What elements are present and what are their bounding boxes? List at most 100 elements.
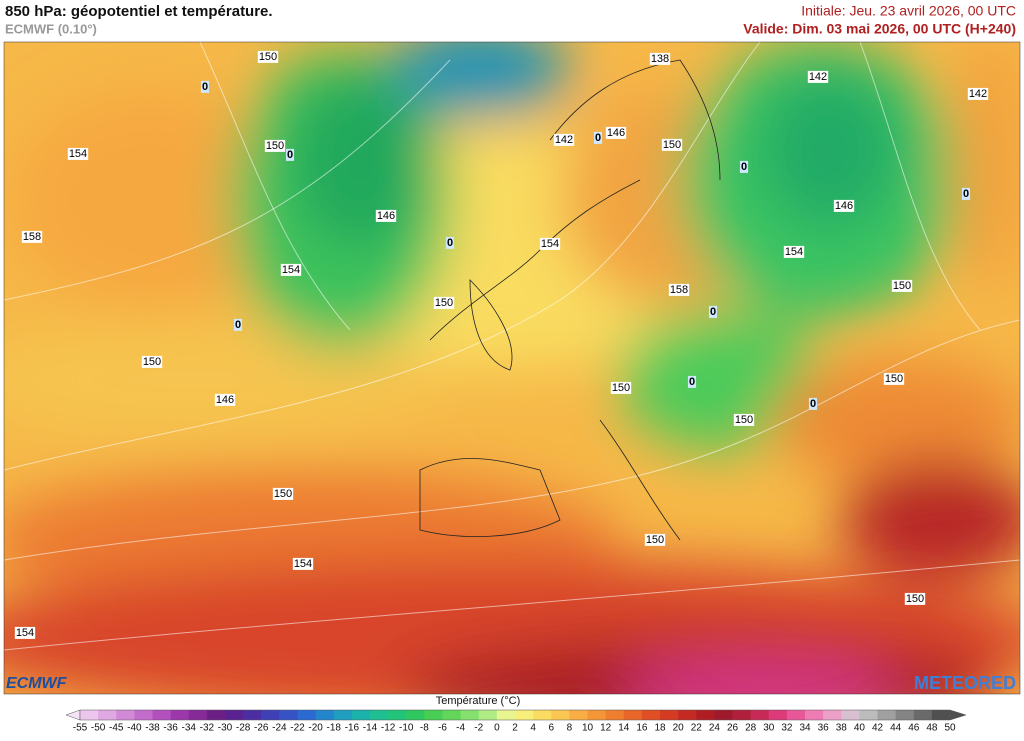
label-background <box>661 138 683 151</box>
colorbar-segment <box>533 710 552 720</box>
geopotential-label: 150 <box>274 488 292 500</box>
colorbar-segment <box>823 710 842 720</box>
colorbar-segment <box>351 710 371 720</box>
colorbar-segment <box>152 710 172 720</box>
colorbar-segment <box>515 710 534 720</box>
label-background <box>610 381 632 394</box>
colorbar-segment <box>333 710 353 720</box>
label-background <box>649 52 671 65</box>
colorbar-tick-label: 46 <box>908 723 920 734</box>
colorbar-tick-label: -2 <box>474 723 483 734</box>
colorbar-tick-label: -28 <box>236 723 251 734</box>
colorbar-tick-label: 44 <box>890 723 902 734</box>
colorbar-segment <box>370 710 389 720</box>
label-background <box>141 355 163 368</box>
colorbar-segment <box>913 710 933 720</box>
colorbar-tick-label: 48 <box>926 723 938 734</box>
label-background <box>961 187 971 200</box>
colorbar-tick-label: -4 <box>456 723 465 734</box>
colorbar-tick-label: -10 <box>399 723 414 734</box>
label-background <box>375 209 397 222</box>
geopotential-label: 154 <box>69 148 87 160</box>
label-background <box>593 131 603 144</box>
label-background <box>21 230 43 243</box>
label-background <box>808 397 818 410</box>
colorbar-segment <box>768 710 788 720</box>
colorbar-tick-label: 0 <box>494 723 500 734</box>
geopotential-label: 150 <box>143 356 161 368</box>
colorbar-segment <box>841 710 860 720</box>
colorbar-segment <box>786 710 806 720</box>
colorbar-segment <box>116 710 135 720</box>
label-background <box>539 237 561 250</box>
colorbar-tick-label: -16 <box>345 723 360 734</box>
geopotential-label: 150 <box>435 297 453 309</box>
label-background <box>67 147 89 160</box>
colorbar-segment <box>188 710 208 720</box>
colorbar-tick-label: 18 <box>654 723 666 734</box>
geopotential-label: 142 <box>969 88 987 100</box>
colorbar-tick-label: 26 <box>727 723 739 734</box>
label-background <box>285 148 295 161</box>
geopotential-label: 142 <box>555 134 573 146</box>
colorbar-segment <box>243 710 262 720</box>
label-background <box>783 245 805 258</box>
colorbar-tick-label: 30 <box>763 723 775 734</box>
colorbar: -55 -50 -45 -40 -38 -36 -34 -32 -30 -28 -26 -24 -22-… <box>65 709 967 734</box>
geopotential-label: 146 <box>835 200 853 212</box>
colorbar-tick-label: 6 <box>548 723 554 734</box>
geopotential-label: 154 <box>541 238 559 250</box>
label-background <box>605 126 627 139</box>
colorbar-segment <box>750 710 770 720</box>
colorbar-tick-label: -32 <box>200 723 215 734</box>
map-field <box>4 42 1020 694</box>
colorbar-tick-label: 4 <box>530 723 536 734</box>
geopotential-label: 146 <box>607 127 625 139</box>
colorbar-tick-label: 16 <box>636 723 648 734</box>
ecmwf-logo: ECMWF <box>6 675 68 692</box>
isotherm-label: 0 <box>963 188 969 200</box>
colorbar-tick-label: 34 <box>799 723 811 734</box>
colorbar-segment <box>460 710 480 720</box>
colorbar-tick-label: -40 <box>127 723 142 734</box>
label-background <box>280 263 302 276</box>
colorbar-tick-label: -12 <box>381 723 396 734</box>
colorbar-tick-label: 36 <box>818 723 830 734</box>
colorbar-tick-label: -36 <box>163 723 178 734</box>
label-background <box>739 160 749 173</box>
label-background <box>214 393 236 406</box>
isotherm-label: 0 <box>741 161 747 173</box>
isotherm-label: 0 <box>447 237 453 249</box>
label-background <box>967 87 989 100</box>
valid-time: Valide: Dim. 03 mai 2026, 00 UTC (H+240) <box>743 21 1016 37</box>
colorbar-segment <box>297 710 317 720</box>
label-background <box>445 236 455 249</box>
colorbar-tick-label: -22 <box>290 723 305 734</box>
label-background <box>14 626 36 639</box>
colorbar-tick-label: -18 <box>327 723 342 734</box>
colorbar-arrow-left <box>65 709 81 721</box>
geopotential-label: 150 <box>612 382 630 394</box>
label-background <box>272 487 294 500</box>
geopotential-label: 150 <box>885 373 903 385</box>
isotherm-label: 0 <box>202 81 208 93</box>
initial-time: Initiale: Jeu. 23 avril 2026, 00 UTC <box>801 3 1016 19</box>
colorbar-segment <box>877 710 897 720</box>
geopotential-label: 154 <box>282 264 300 276</box>
colorbar-tick-label: 50 <box>944 723 956 734</box>
label-background <box>668 283 690 296</box>
colorbar-segment <box>623 710 643 720</box>
colorbar-tick-label: -24 <box>272 723 287 734</box>
colorbar-tick-label: -45 <box>109 723 124 734</box>
colorbar-segment <box>279 710 298 720</box>
label-background <box>553 133 575 146</box>
colorbar-frame <box>79 709 951 721</box>
geopotential-label: 142 <box>809 71 827 83</box>
colorbar-tick-label: 28 <box>745 723 757 734</box>
label-background <box>644 533 666 546</box>
label-background <box>257 50 279 63</box>
colorbar-segment <box>895 710 915 720</box>
isotherm-label: 0 <box>689 376 695 388</box>
